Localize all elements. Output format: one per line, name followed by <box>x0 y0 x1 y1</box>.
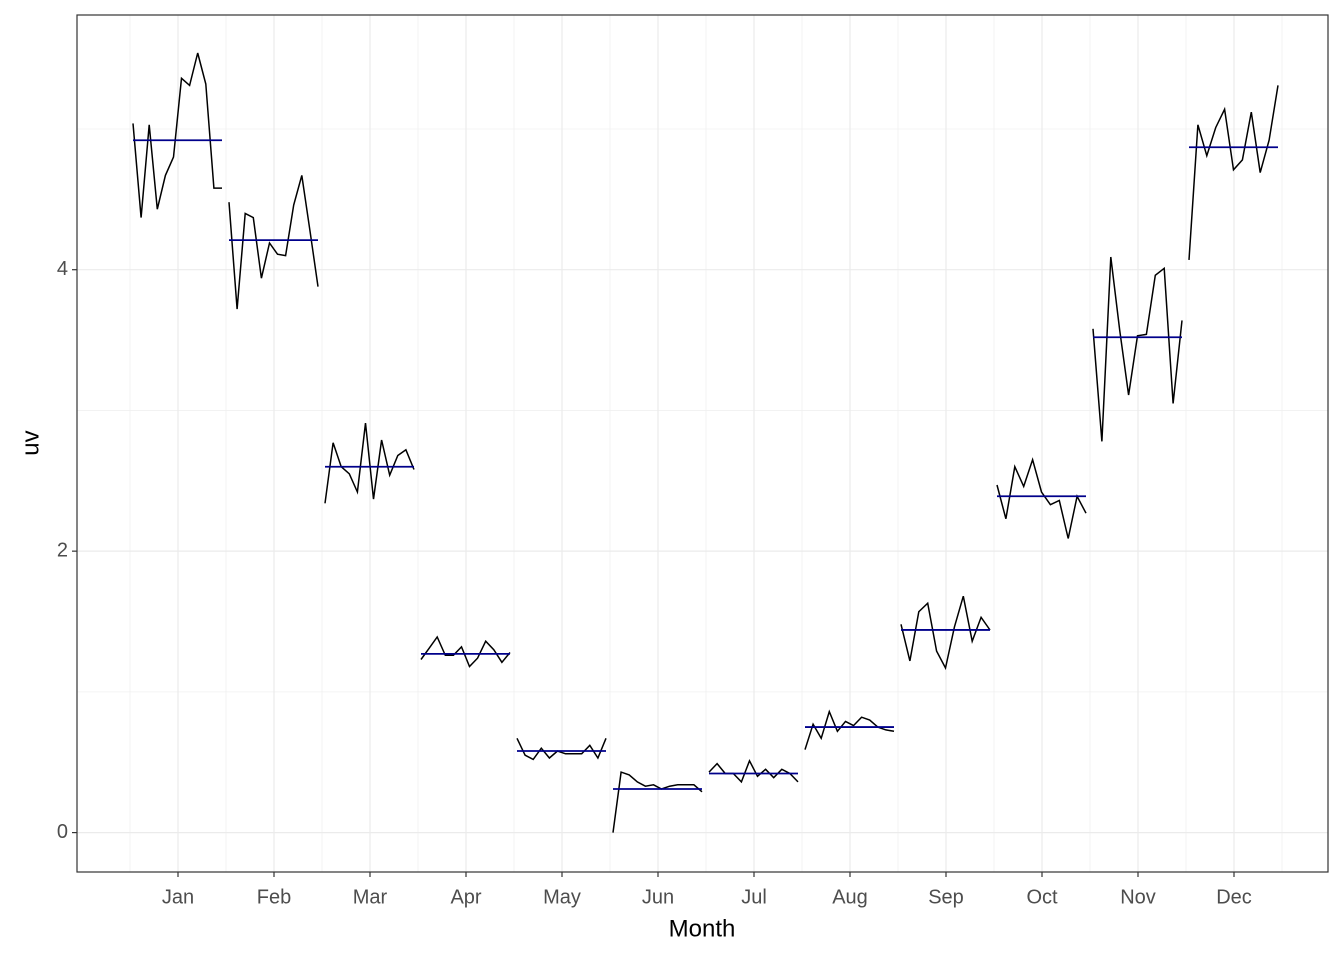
x-tick-label: Jun <box>642 886 674 908</box>
subseries-line <box>324 423 415 504</box>
x-tick-label: Sep <box>928 886 964 908</box>
grid <box>77 15 1328 872</box>
subseries-line <box>1092 256 1183 442</box>
y-tick-label: 0 <box>57 821 68 843</box>
x-tick-label: Feb <box>257 886 291 908</box>
subseries-line <box>228 175 319 310</box>
x-tick-label: Dec <box>1216 886 1252 908</box>
subseries-line <box>1188 85 1279 260</box>
subseries-line <box>708 758 799 784</box>
x-tick-label: Mar <box>353 886 388 908</box>
x-axis-title: Month <box>669 915 736 942</box>
subseries-line <box>420 635 511 668</box>
x-tick-label: May <box>543 886 581 908</box>
x-tick-label: Nov <box>1120 886 1156 908</box>
panel-border <box>76 14 1329 873</box>
x-tick-label: Oct <box>1026 886 1058 908</box>
x-tick-label: Apr <box>450 886 481 908</box>
x-tick-label: Jul <box>741 886 767 908</box>
subseries-line <box>516 737 607 761</box>
y-axis-title: uv <box>17 430 44 455</box>
subseries-line <box>996 457 1087 539</box>
marks <box>132 52 1279 833</box>
x-tick-label: Jan <box>162 886 194 908</box>
y-tick-label: 2 <box>57 539 68 561</box>
x-tick-label: Aug <box>832 886 868 908</box>
subseries-line <box>900 595 991 671</box>
subseries-line <box>612 771 703 833</box>
y-tick-label: 4 <box>57 258 68 280</box>
